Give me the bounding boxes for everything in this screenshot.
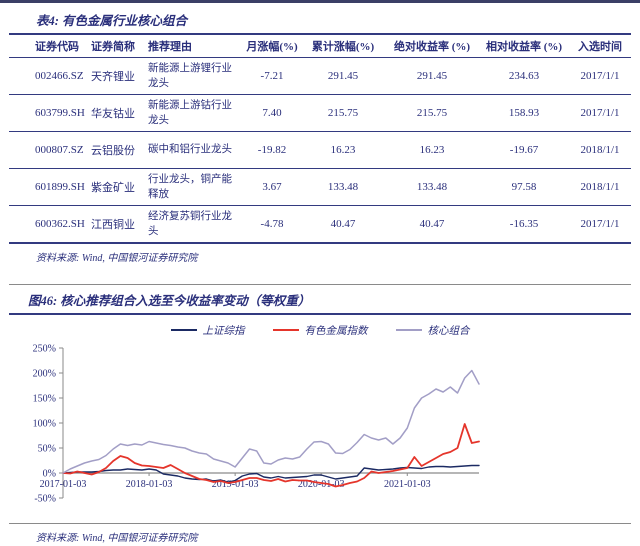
page-top-rule <box>0 0 640 3</box>
cell-name: 江西铜业 <box>91 218 135 231</box>
svg-text:50%: 50% <box>38 443 56 454</box>
chart-area: 250% 200% 150% 100% 50% 0% -50% 2017-01-03 2018-… <box>9 340 631 517</box>
cell-name: 紫金矿业 <box>91 182 135 194</box>
cell-date: 2017/1/1 <box>580 107 620 119</box>
table-row: 002466.SZ 天齐锂业 新能源上游锂行业龙头 -7.21 291.45 2… <box>9 58 631 95</box>
cell-absolute: 16.23 <box>419 144 445 156</box>
cell-reason: 新能源上游钴行业龙头 <box>148 99 232 126</box>
cell-code: 600362.SH <box>35 217 85 230</box>
table-row: 600362.SH 江西铜业 经济复苏铜行业龙头 -4.78 40.47 40.… <box>9 206 631 243</box>
cell-monthly: -7.21 <box>260 70 284 82</box>
table-row: 601899.SH 紫金矿业 行业龙头，铜产能释放 3.67 133.48 13… <box>9 169 631 206</box>
legend-label-nonferrous: 有色金属指数 <box>304 325 368 337</box>
returns-line-chart: 250% 200% 150% 100% 50% 0% -50% 2017-01-03 2018-… <box>33 343 480 504</box>
cell-reason: 经济复苏铜行业龙头 <box>148 210 232 237</box>
svg-text:250%: 250% <box>33 343 56 354</box>
svg-text:2018-01-03: 2018-01-03 <box>126 479 173 490</box>
col-header-relative: 相对收益率 (%) <box>485 41 563 53</box>
cell-date: 2017/1/1 <box>580 217 620 230</box>
cell-absolute: 133.48 <box>416 181 448 193</box>
table-row: 000807.SZ 云铝股份 碳中和铝行业龙头 -19.82 16.23 16.… <box>9 132 631 169</box>
legend-item-sse: 上证综指 <box>170 323 245 338</box>
figure-source-note: 资料来源: Wind, 中国银河证券研究院 <box>36 532 198 544</box>
cell-code: 601899.SH <box>35 181 85 193</box>
col-header-date: 入选时间 <box>578 41 622 53</box>
svg-text:150%: 150% <box>33 393 56 404</box>
cell-relative: -19.67 <box>509 144 539 156</box>
cell-reason: 新能源上游锂行业龙头 <box>148 62 232 89</box>
table-section: 表4: 有色金属行业核心组合 证券代码 证券简称 推荐理由 月涨幅(%) 累计涨… <box>0 3 640 266</box>
cell-relative: 234.63 <box>508 70 540 82</box>
svg-text:200%: 200% <box>33 368 56 379</box>
svg-text:-50%: -50% <box>34 493 56 504</box>
col-header-cumulative: 累计涨幅(%) <box>311 41 375 53</box>
table-source-note: 资料来源: Wind, 中国银河证券研究院 <box>36 252 198 264</box>
svg-text:2021-01-03: 2021-01-03 <box>384 479 431 490</box>
cell-monthly: -4.78 <box>260 217 284 230</box>
cell-relative: -16.35 <box>509 217 539 230</box>
cell-reason: 行业龙头，铜产能释放 <box>148 173 232 200</box>
figure-top-rule <box>9 283 631 285</box>
cell-date: 2017/1/1 <box>580 70 620 82</box>
cell-monthly: 3.67 <box>262 181 282 193</box>
cell-name: 天齐锂业 <box>91 71 135 83</box>
figure-title: 图46: 核心推荐组合入选至今收益率变动（等权重） <box>9 285 631 315</box>
chart-legend: 上证综指 有色金属指数 核心组合 <box>9 315 631 340</box>
cell-date: 2018/1/1 <box>580 181 620 193</box>
legend-label-core: 核心组合 <box>427 325 470 337</box>
col-header-absolute: 绝对收益率 (%) <box>393 41 471 53</box>
cell-cumulative: 133.48 <box>327 181 359 193</box>
core-portfolio-table: 证券代码 证券简称 推荐理由 月涨幅(%) 累计涨幅(%) 绝对收益率 (%) … <box>9 35 631 244</box>
figure-bottom-rule <box>9 522 631 524</box>
cell-monthly: -19.82 <box>257 144 287 156</box>
cell-relative: 158.93 <box>508 107 540 119</box>
sse-line-swatch <box>170 329 197 331</box>
cell-code: 002466.SZ <box>35 70 84 82</box>
legend-item-nonferrous: 有色金属指数 <box>272 323 368 338</box>
legend-item-core: 核心组合 <box>395 323 470 338</box>
cell-cumulative: 40.47 <box>330 217 356 230</box>
col-header-reason: 推荐理由 <box>148 41 192 53</box>
svg-text:2020-01-03: 2020-01-03 <box>298 479 345 490</box>
svg-text:2017-01-03: 2017-01-03 <box>40 479 87 490</box>
nonferrous-line-swatch <box>272 329 299 331</box>
col-header-name: 证券简称 <box>91 41 135 53</box>
cell-name: 云铝股份 <box>91 145 135 157</box>
table-title: 表4: 有色金属行业核心组合 <box>9 3 631 35</box>
cell-date: 2018/1/1 <box>580 144 620 156</box>
cell-absolute: 40.47 <box>419 217 445 230</box>
cell-cumulative: 291.45 <box>327 70 359 82</box>
cell-relative: 97.58 <box>511 181 537 193</box>
legend-label-sse: 上证综指 <box>202 325 245 337</box>
cell-reason: 碳中和铝行业龙头 <box>148 144 232 156</box>
col-header-monthly: 月涨幅(%) <box>246 41 298 53</box>
cell-code: 603799.SH <box>35 107 85 119</box>
core-line-swatch <box>395 329 422 331</box>
table-row: 603799.SH 华友钴业 新能源上游钴行业龙头 7.40 215.75 21… <box>9 95 631 132</box>
svg-text:100%: 100% <box>33 418 56 429</box>
col-header-code: 证券代码 <box>35 41 79 53</box>
cell-cumulative: 215.75 <box>327 107 359 119</box>
figure-section: 图46: 核心推荐组合入选至今收益率变动（等权重） 上证综指 有色金属指数 核心… <box>0 283 640 546</box>
table-header-row: 证券代码 证券简称 推荐理由 月涨幅(%) 累计涨幅(%) 绝对收益率 (%) … <box>9 35 631 58</box>
cell-absolute: 291.45 <box>416 70 448 82</box>
cell-absolute: 215.75 <box>416 107 448 119</box>
cell-monthly: 7.40 <box>262 107 282 119</box>
cell-code: 000807.SZ <box>35 144 84 156</box>
svg-text:2019-01-03: 2019-01-03 <box>212 479 259 490</box>
svg-text:0%: 0% <box>43 468 56 479</box>
cell-name: 华友钴业 <box>91 108 135 120</box>
cell-cumulative: 16.23 <box>330 144 356 156</box>
